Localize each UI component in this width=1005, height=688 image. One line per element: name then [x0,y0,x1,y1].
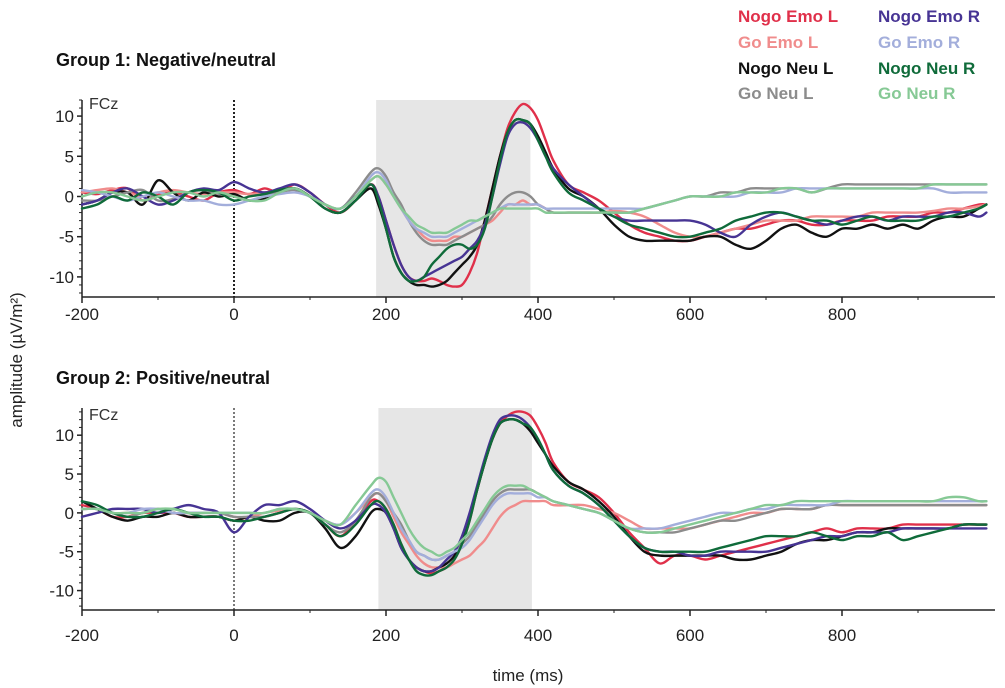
legend-item-go-emo-r: Go Emo R [878,33,960,52]
y-tick-label: -10 [49,582,74,601]
x-tick-label: -200 [65,305,99,324]
panel-group-1: Group 1: Negative/neutral 10 5 0 -5 -10 -200 0… [49,50,995,324]
y-tick-label: -5 [59,228,74,247]
x-tick-label: 400 [524,626,552,645]
y-tick-label: 10 [55,107,74,126]
series-line-nogo-neu-r [80,117,988,283]
x-tick-label: -200 [65,626,99,645]
y-tick-label: -5 [59,543,74,562]
series-line-go-neu-l [80,166,988,247]
y-tick-label: 0 [65,504,74,523]
x-axis-label: time (ms) [493,666,564,685]
y-tick-label: 5 [65,147,74,166]
x-tick-label: 800 [828,626,856,645]
legend-item-go-neu-r: Go Neu R [878,84,955,103]
x-tick-label: 200 [372,626,400,645]
plot-area-group-2: 10 5 0 -5 -10 -200 0 200 400 600 800 [49,408,995,645]
legend: Nogo Emo L Go Emo L Nogo Neu L Go Neu L … [738,7,980,103]
x-tick-label: 0 [229,626,238,645]
series-line-go-neu-r [80,476,988,557]
series-line-go-emo-r [80,488,988,562]
channel-label-group-2: FCz [89,407,118,424]
legend-item-nogo-emo-r: Nogo Emo R [878,7,980,26]
y-tick-label: -10 [49,268,74,287]
panel-group-2: Group 2: Positive/neutral 10 5 0 -5 -10 -200 0… [49,368,995,645]
series-line-nogo-neu-l [80,117,988,288]
channel-label-group-1: FCz [89,96,118,113]
legend-item-go-neu-l: Go Neu L [738,84,814,103]
x-tick-label: 800 [828,305,856,324]
series-line-nogo-neu-r [80,417,988,577]
legend-item-nogo-emo-l: Nogo Emo L [738,7,838,26]
y-tick-label: 10 [55,426,74,445]
panel-title-group-2: Group 2: Positive/neutral [56,368,270,388]
x-tick-label: 600 [676,626,704,645]
x-tick-label: 400 [524,305,552,324]
series-line-go-neu-r [80,175,988,235]
series-line-nogo-emo-r [80,414,988,573]
legend-item-nogo-neu-r: Nogo Neu R [878,59,975,78]
y-tick-label: 5 [65,465,74,484]
x-tick-label: 600 [676,305,704,324]
series-line-go-emo-r [80,170,988,239]
panel-title-group-1: Group 1: Negative/neutral [56,50,276,70]
y-tick-label: 0 [65,187,74,206]
x-tick-label: 200 [372,305,400,324]
x-tick-label: 0 [229,305,238,324]
legend-item-go-emo-l: Go Emo L [738,33,818,52]
plot-area-group-1: 10 5 0 -5 -10 -200 0 200 400 600 800 [49,99,995,324]
y-axis-label: amplitude (µV/m²) [7,292,26,427]
legend-item-nogo-neu-l: Nogo Neu L [738,59,833,78]
